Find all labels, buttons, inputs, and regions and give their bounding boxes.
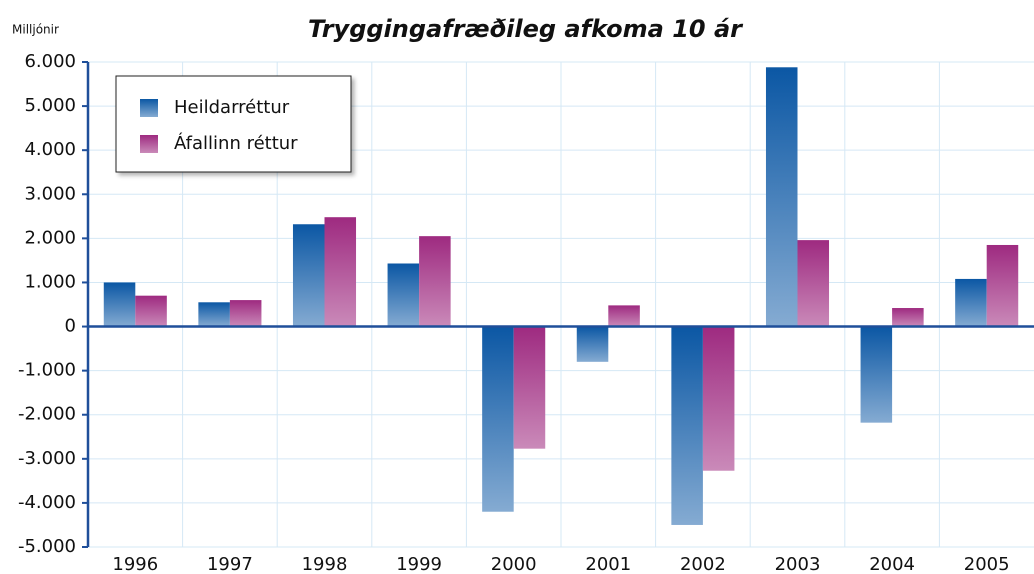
bar (103, 282, 136, 327)
bar (986, 244, 1019, 327)
bar (135, 295, 167, 327)
x-tick-label: 1996 (112, 554, 158, 574)
y-tick-label: 3.000 (24, 183, 76, 204)
x-tick-label: 2003 (775, 554, 821, 574)
bar (324, 217, 357, 327)
bar (292, 224, 325, 327)
x-tick-label: 2004 (869, 554, 915, 574)
bar (198, 302, 230, 327)
x-tick-label: 2001 (585, 554, 631, 574)
y-tick-label: -4.000 (18, 492, 76, 513)
legend-swatch (140, 135, 158, 153)
x-tick-label: 1999 (396, 554, 442, 574)
x-tick-label: 2000 (491, 554, 537, 574)
bar (702, 326, 735, 471)
bar (513, 326, 546, 449)
bar (482, 326, 514, 512)
y-tick-label: 1.000 (24, 271, 76, 292)
bar (576, 326, 609, 362)
x-tick-label: 1998 (302, 554, 348, 574)
legend-box (115, 75, 352, 173)
bar (955, 278, 987, 327)
bar (229, 300, 262, 327)
legend-swatch (140, 99, 158, 117)
y-tick-label: 0 (65, 316, 76, 337)
y-axis-label: Milljónir (12, 23, 59, 37)
legend-label: Áfallinn réttur (174, 132, 298, 154)
y-tick-label: -2.000 (18, 404, 76, 425)
y-tick-label: 2.000 (24, 227, 76, 248)
legend-label: Heildarréttur (174, 97, 290, 118)
bar (860, 326, 893, 423)
bar (797, 240, 830, 327)
bar (387, 263, 420, 327)
x-tick-label: 1997 (207, 554, 253, 574)
bar (608, 305, 640, 327)
y-tick-label: -1.000 (18, 360, 76, 381)
y-tick-label: 5.000 (24, 95, 76, 116)
y-tick-label: 4.000 (24, 139, 76, 160)
chart-title: Tryggingafræðileg afkoma 10 ár (308, 15, 744, 43)
y-tick-label: -5.000 (18, 536, 76, 557)
y-tick-label: -3.000 (18, 448, 76, 469)
bar (892, 308, 924, 327)
bar (671, 326, 703, 525)
bar (419, 236, 451, 327)
x-tick-label: 2005 (964, 554, 1010, 574)
y-tick-label: 6.000 (24, 51, 76, 72)
bar (765, 67, 798, 327)
x-tick-label: 2002 (680, 554, 726, 574)
